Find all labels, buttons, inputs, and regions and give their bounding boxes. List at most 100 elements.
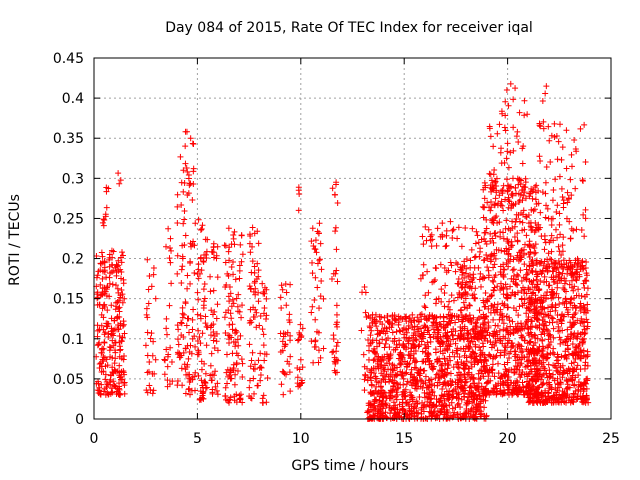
data-point: [529, 376, 536, 383]
data-point: [152, 295, 159, 302]
data-point: [443, 269, 450, 276]
data-point: [411, 359, 418, 366]
data-point: [563, 127, 570, 134]
data-point: [540, 292, 547, 299]
data-point: [316, 305, 323, 312]
data-point: [489, 219, 496, 226]
data-point: [391, 414, 398, 421]
data-point: [576, 340, 583, 347]
data-point: [225, 332, 232, 339]
data-point: [481, 325, 488, 332]
data-point: [246, 384, 253, 391]
data-point: [506, 317, 513, 324]
data-point: [237, 241, 244, 248]
data-point: [108, 331, 115, 338]
data-point: [537, 259, 544, 266]
data-point: [556, 221, 563, 228]
data-point: [487, 133, 494, 140]
data-point: [98, 381, 105, 388]
data-point: [396, 337, 403, 344]
data-point: [438, 362, 445, 369]
data-point: [210, 337, 217, 344]
data-point: [510, 147, 517, 154]
data-point: [507, 283, 514, 290]
data-point: [281, 370, 288, 377]
data-point: [580, 347, 587, 354]
data-point: [555, 138, 562, 145]
data-point: [481, 195, 488, 202]
data-point: [393, 341, 400, 348]
data-point: [539, 306, 546, 313]
data-point: [116, 391, 123, 398]
data-point: [495, 370, 502, 377]
data-point: [256, 322, 263, 329]
data-point: [582, 353, 589, 360]
data-point: [413, 358, 420, 365]
data-point: [465, 273, 472, 280]
data-point: [331, 354, 338, 361]
data-point: [473, 228, 480, 235]
data-point: [364, 407, 371, 414]
data-point: [174, 378, 181, 385]
data-point: [480, 186, 487, 193]
data-point: [418, 311, 425, 318]
data-point: [499, 187, 506, 194]
data-point: [422, 304, 429, 311]
data-point: [558, 277, 565, 284]
data-point: [563, 386, 570, 393]
data-point: [398, 351, 405, 358]
data-point: [571, 295, 578, 302]
data-point: [547, 333, 554, 340]
data-point: [535, 309, 542, 316]
data-point: [537, 367, 544, 374]
data-point: [246, 341, 253, 348]
data-point: [525, 387, 532, 394]
data-point: [472, 295, 479, 302]
data-point: [186, 182, 193, 189]
data-point: [497, 387, 504, 394]
data-point: [509, 267, 516, 274]
data-point: [579, 177, 586, 184]
data-point: [557, 231, 564, 238]
data-point: [309, 259, 316, 266]
data-point: [101, 284, 108, 291]
data-point: [501, 387, 508, 394]
data-point: [109, 254, 116, 261]
data-point: [545, 215, 552, 222]
data-point: [502, 98, 509, 105]
data-point: [98, 311, 105, 318]
data-point: [119, 376, 126, 383]
data-point: [493, 246, 500, 253]
data-point: [508, 205, 515, 212]
data-point: [481, 275, 488, 282]
data-point: [562, 348, 569, 355]
data-point: [579, 258, 586, 265]
data-point: [536, 357, 543, 364]
data-point: [552, 226, 559, 233]
data-point: [463, 290, 470, 297]
data-point: [448, 292, 455, 299]
data-point: [487, 238, 494, 245]
data-point: [525, 394, 532, 401]
data-point: [368, 327, 375, 334]
data-point: [175, 326, 182, 333]
data-point: [230, 235, 237, 242]
data-point: [100, 345, 107, 352]
data-point: [569, 350, 576, 357]
data-point: [528, 224, 535, 231]
data-point: [492, 354, 499, 361]
data-point: [494, 301, 501, 308]
data-point: [505, 256, 512, 263]
data-point: [421, 303, 428, 310]
data-point: [555, 274, 562, 281]
data-point: [412, 385, 419, 392]
data-point: [501, 301, 508, 308]
data-point: [189, 316, 196, 323]
data-point: [365, 312, 372, 319]
data-point: [308, 309, 315, 316]
data-point: [99, 305, 106, 312]
data-point: [100, 368, 107, 375]
data-point: [389, 321, 396, 328]
data-point: [222, 384, 229, 391]
data-point: [545, 250, 552, 257]
